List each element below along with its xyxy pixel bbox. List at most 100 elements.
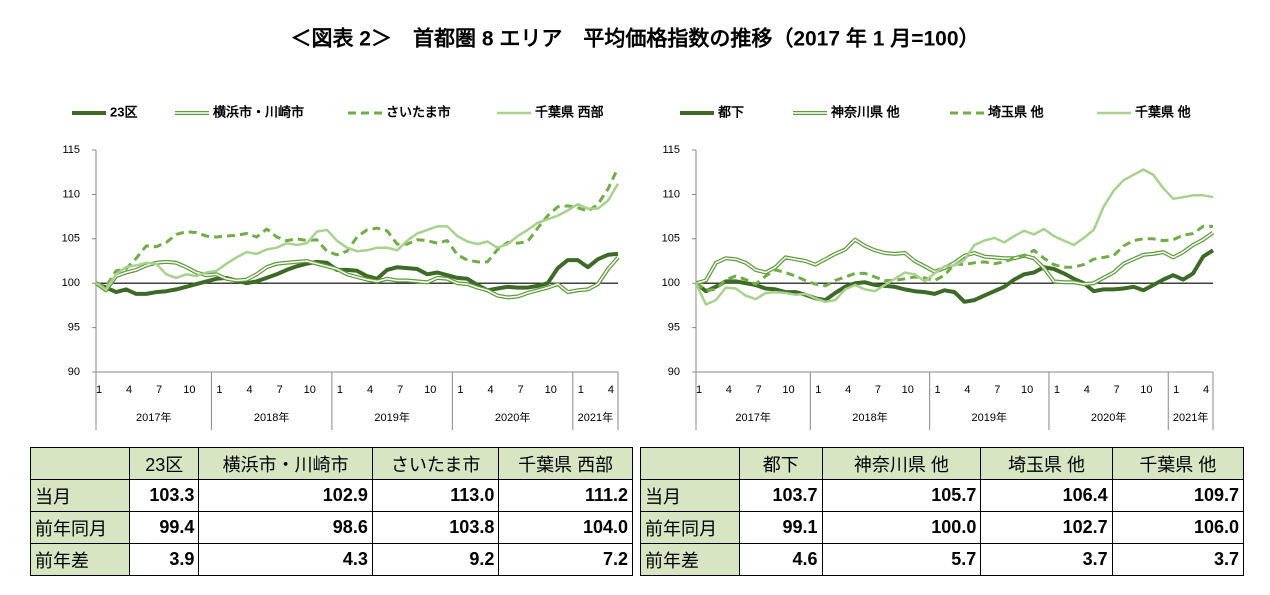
cell: 9.2 <box>371 543 500 576</box>
x-tick-label: 1 <box>815 384 821 396</box>
series-line <box>95 183 620 291</box>
series-line-inner <box>695 231 1214 285</box>
series-line-inner <box>95 256 619 299</box>
x-tick-label: 4 <box>1203 384 1209 396</box>
column-header: 23区 <box>128 447 200 480</box>
cell: 7.2 <box>498 543 633 576</box>
x-tick-label: 4 <box>845 384 851 396</box>
x-tick-label: 7 <box>875 384 881 396</box>
x-tick-label: 7 <box>277 384 283 396</box>
year-label: 2020年 <box>495 410 530 424</box>
x-tick-label: 4 <box>247 384 253 396</box>
y-tick-label: 115 <box>662 144 680 156</box>
y-tick-label: 95 <box>68 322 80 334</box>
cell: 3.7 <box>980 543 1113 576</box>
cell: 99.1 <box>739 511 823 544</box>
x-tick-label: 4 <box>964 384 970 396</box>
table-row: 前年同月 99.1 100.0 102.7 106.0 <box>640 511 1245 544</box>
year-label: 2021年 <box>1173 410 1208 424</box>
legend-label: さいたま市 <box>386 104 451 119</box>
cell: 102.7 <box>980 511 1113 544</box>
column-header: 神奈川県 他 <box>821 447 982 480</box>
row-label: 前年同月 <box>30 511 130 544</box>
cell: 102.9 <box>198 479 373 512</box>
year-label: 2018年 <box>254 410 289 424</box>
x-tick-label: 4 <box>367 384 373 396</box>
x-tick-label: 10 <box>304 384 316 396</box>
x-tick-label: 4 <box>726 384 732 396</box>
series-line <box>694 168 1214 306</box>
corner-cell <box>640 447 740 480</box>
x-tick-label: 1 <box>935 384 941 396</box>
x-tick-label: 10 <box>545 384 557 396</box>
cell: 109.7 <box>1111 479 1245 512</box>
cell: 99.4 <box>128 511 200 544</box>
column-header: 千葉県 他 <box>1111 447 1245 480</box>
y-tick-label: 110 <box>62 188 80 200</box>
table-row: 前年差 3.9 4.3 9.2 7.2 <box>30 543 633 576</box>
cell: 5.7 <box>821 543 982 576</box>
y-tick-label: 100 <box>62 277 80 289</box>
y-tick-label: 105 <box>62 233 80 245</box>
x-tick-label: 10 <box>902 384 914 396</box>
y-tick-label: 90 <box>668 366 680 378</box>
year-label: 2021年 <box>578 410 613 424</box>
cell: 103.8 <box>371 511 500 544</box>
row-label: 前年同月 <box>640 511 740 544</box>
cell: 4.6 <box>739 543 823 576</box>
row-label: 当月 <box>30 479 130 512</box>
header-row: 23区 横浜市・川崎市 さいたま市 千葉県 西部 <box>30 447 633 480</box>
cell: 104.0 <box>498 511 633 544</box>
series-line <box>694 248 1215 304</box>
x-tick-label: 1 <box>1054 384 1060 396</box>
x-tick-label: 1 <box>457 384 463 396</box>
series-line <box>695 224 1213 292</box>
cell: 3.7 <box>1111 543 1245 576</box>
table: 都下 神奈川県 他埼玉県 他千葉県 他当月 103.7 105.7 106.4 109.7… <box>640 447 1245 576</box>
series-line <box>95 251 619 296</box>
row-label: 当月 <box>640 479 740 512</box>
header-row: 都下 神奈川県 他埼玉県 他千葉県 他 <box>640 447 1245 480</box>
year-label: 2017年 <box>735 410 770 424</box>
y-tick-label: 110 <box>662 188 680 200</box>
x-tick-label: 10 <box>1021 384 1033 396</box>
x-tick-label: 1 <box>1173 384 1179 396</box>
y-tick-label: 115 <box>62 144 80 156</box>
x-tick-label: 7 <box>756 384 762 396</box>
cell: 103.7 <box>739 479 823 512</box>
y-tick-label: 100 <box>662 277 680 289</box>
x-tick-label: 7 <box>1114 384 1120 396</box>
cell: 100.0 <box>821 511 982 544</box>
corner-cell <box>30 447 130 480</box>
legend-label: 千葉県 他 <box>1135 104 1191 119</box>
legend-label: 23区 <box>110 104 137 119</box>
column-header: さいたま市 <box>371 447 500 480</box>
x-tick-label: 4 <box>487 384 493 396</box>
year-label: 2017年 <box>136 410 171 424</box>
x-tick-label: 1 <box>337 384 343 396</box>
cell: 98.6 <box>198 511 373 544</box>
y-tick-label: 105 <box>662 233 680 245</box>
table-row: 前年差 4.6 5.7 3.7 3.7 <box>640 543 1245 576</box>
row-label: 前年差 <box>30 543 130 576</box>
series-line <box>95 167 620 289</box>
x-tick-label: 10 <box>424 384 436 396</box>
cell: 3.9 <box>128 543 200 576</box>
x-tick-label: 7 <box>518 384 524 396</box>
y-tick-label: 95 <box>668 322 680 334</box>
column-header: 千葉県 西部 <box>498 447 633 480</box>
cell: 4.3 <box>198 543 373 576</box>
table-row: 前年同月 99.4 98.6 103.8 104.0 <box>30 511 633 544</box>
year-label: 2019年 <box>972 410 1007 424</box>
cell: 105.7 <box>821 479 982 512</box>
x-tick-label: 7 <box>397 384 403 396</box>
cell: 111.2 <box>498 479 633 512</box>
legend-label: 千葉県 西部 <box>535 104 604 119</box>
x-tick-label: 1 <box>696 384 702 396</box>
x-tick-label: 1 <box>216 384 222 396</box>
cell: 103.3 <box>128 479 200 512</box>
x-tick-label: 7 <box>156 384 162 396</box>
column-header: 都下 <box>739 447 823 480</box>
year-label: 2018年 <box>852 410 887 424</box>
